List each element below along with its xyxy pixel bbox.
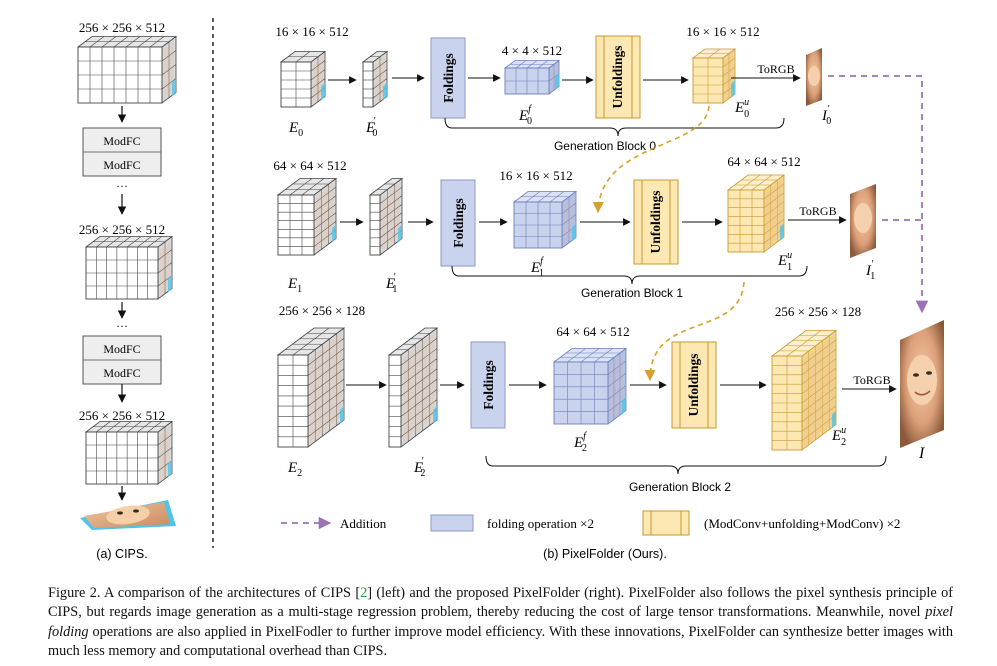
cips-dim-2: 256 × 256 × 512: [79, 222, 165, 237]
cips-modfc-label: ModFC: [103, 158, 140, 172]
torgb-label: ToRGB: [799, 204, 836, 218]
cips-modfc-label: ModFC: [103, 342, 140, 356]
architecture-figure: 256 × 256 × 512 ModFC ModFC ··· 256 × 25…: [76, 18, 944, 561]
cips-caption-label: (a) CIPS.: [96, 547, 147, 561]
block1-to-block2-arrow: [644, 281, 745, 382]
figure-caption: Figure 2. A comparison of the architectu…: [48, 584, 953, 661]
block1-Eprime-tensor: [368, 177, 404, 256]
torgb-label: ToRGB: [853, 373, 890, 387]
block2-unfoldings-box: [671, 341, 717, 429]
caption-text: operations are also applied in PixelFodl…: [48, 623, 953, 659]
caption-text: ] (left) and the proposed PixelFolder (r…: [48, 585, 953, 621]
block1-input-dim: 64 × 64 × 512: [273, 158, 346, 173]
legend-modconv-label: (ModConv+unfolding+ModConv) ×2: [704, 516, 900, 531]
cips-dim-3: 256 × 256 × 512: [79, 408, 165, 423]
block1-E-label: E1: [287, 276, 302, 295]
block0-name: Generation Block 0: [554, 139, 656, 153]
cips-output-image: [80, 500, 176, 530]
block2-E-label: E2: [287, 460, 302, 479]
caption-text: Figure 2. A comparison of the architectu…: [48, 585, 361, 601]
block1-fold-dim: 16 × 16 × 512: [499, 168, 572, 183]
block1-I-image: [850, 184, 876, 258]
block2-name: Generation Block 2: [629, 480, 731, 494]
block0-input-dim: 16 × 16 × 512: [275, 24, 348, 39]
block0-Eu-label: Eu 0: [734, 97, 749, 120]
foldings-label: Foldings: [441, 53, 456, 103]
cips-ellipsis: ···: [116, 319, 128, 333]
block1-Eu-tensor: [726, 174, 786, 253]
final-output-image: [900, 320, 944, 448]
block1-unfoldings-box: [633, 179, 679, 265]
block0-unfoldings-box: [595, 35, 641, 119]
block0-I-image: [806, 48, 822, 106]
addition-arrow-0: [828, 75, 929, 314]
block0-to-block1-arrow: [592, 105, 710, 214]
block0-out-dim: 16 × 16 × 512: [686, 24, 759, 39]
block2-Eu-tensor: [770, 329, 838, 451]
block1-name: Generation Block 1: [581, 286, 683, 300]
block0-fold-dim: 4 × 4 × 512: [502, 43, 562, 58]
block2-out-dim: 256 × 256 × 128: [775, 304, 861, 319]
block1-out-dim: 64 × 64 × 512: [727, 154, 800, 169]
cips-modfc-label: ModFC: [103, 366, 140, 380]
block0-E-tensor: [279, 50, 327, 108]
cips-modfc-label: ModFC: [103, 134, 140, 148]
final-output-label: I: [918, 445, 925, 462]
block1-E-tensor: [276, 177, 338, 256]
block1-foldings-box: [440, 179, 476, 267]
torgb-label: ToRGB: [757, 62, 794, 76]
block2-E-tensor: [276, 327, 346, 448]
block0-E-label: E0: [288, 120, 303, 139]
cips-tensor-2: [84, 235, 174, 300]
block2-Ef-label: Ef 2: [573, 431, 587, 454]
block0-Eu-tensor: [691, 48, 737, 104]
unfoldings-label: Unfoldings: [648, 190, 663, 253]
legend-folding-swatch: [430, 514, 474, 532]
unfoldings-label: Unfoldings: [686, 353, 701, 416]
cips-dim-1: 256 × 256 × 512: [79, 20, 165, 35]
block0-Ef-label: Ef 0: [518, 104, 532, 127]
block2-fold-dim: 64 × 64 × 512: [556, 324, 629, 339]
foldings-label: Foldings: [451, 198, 466, 248]
block1-I-label: I′ 1: [865, 259, 875, 282]
block1-Eu-label: Eu 1: [777, 250, 792, 273]
pixelfolder-caption-label: (b) PixelFolder (Ours).: [543, 547, 667, 561]
block2-Eprime-tensor: [387, 327, 439, 448]
block0-Eprime-tensor: [361, 50, 389, 108]
citation-link[interactable]: 2: [360, 585, 368, 601]
cips-ellipsis: ···: [116, 179, 128, 193]
block2-Eprime-label: E′ 2: [413, 456, 425, 479]
block0-foldings-box: [430, 37, 466, 119]
block2-foldings-box: [470, 341, 506, 429]
legend-folding-label: folding operation ×2: [487, 516, 594, 531]
block0-Ef-tensor: [503, 59, 561, 95]
legend-addition-label: Addition: [340, 516, 387, 531]
foldings-label: Foldings: [481, 360, 496, 410]
unfoldings-label: Unfoldings: [610, 45, 625, 108]
block2-Eu-label: Eu 2: [831, 425, 846, 448]
block1-Eprime-label: E′ 1: [385, 272, 397, 295]
caption-emphasis: pixel folding: [48, 604, 953, 640]
cips-tensor-1: [76, 35, 178, 104]
block0-I-label: I′ 0: [821, 104, 831, 127]
cips-tensor-3: [84, 420, 174, 485]
block1-Ef-label: Ef 1: [530, 256, 544, 279]
legend-modconv-swatch: [642, 510, 690, 536]
block2-Ef-tensor: [552, 347, 628, 425]
block0-Eprime-label: E′ 0: [365, 116, 377, 139]
block1-Ef-tensor: [512, 190, 578, 249]
block2-input-dim: 256 × 256 × 128: [279, 303, 365, 318]
